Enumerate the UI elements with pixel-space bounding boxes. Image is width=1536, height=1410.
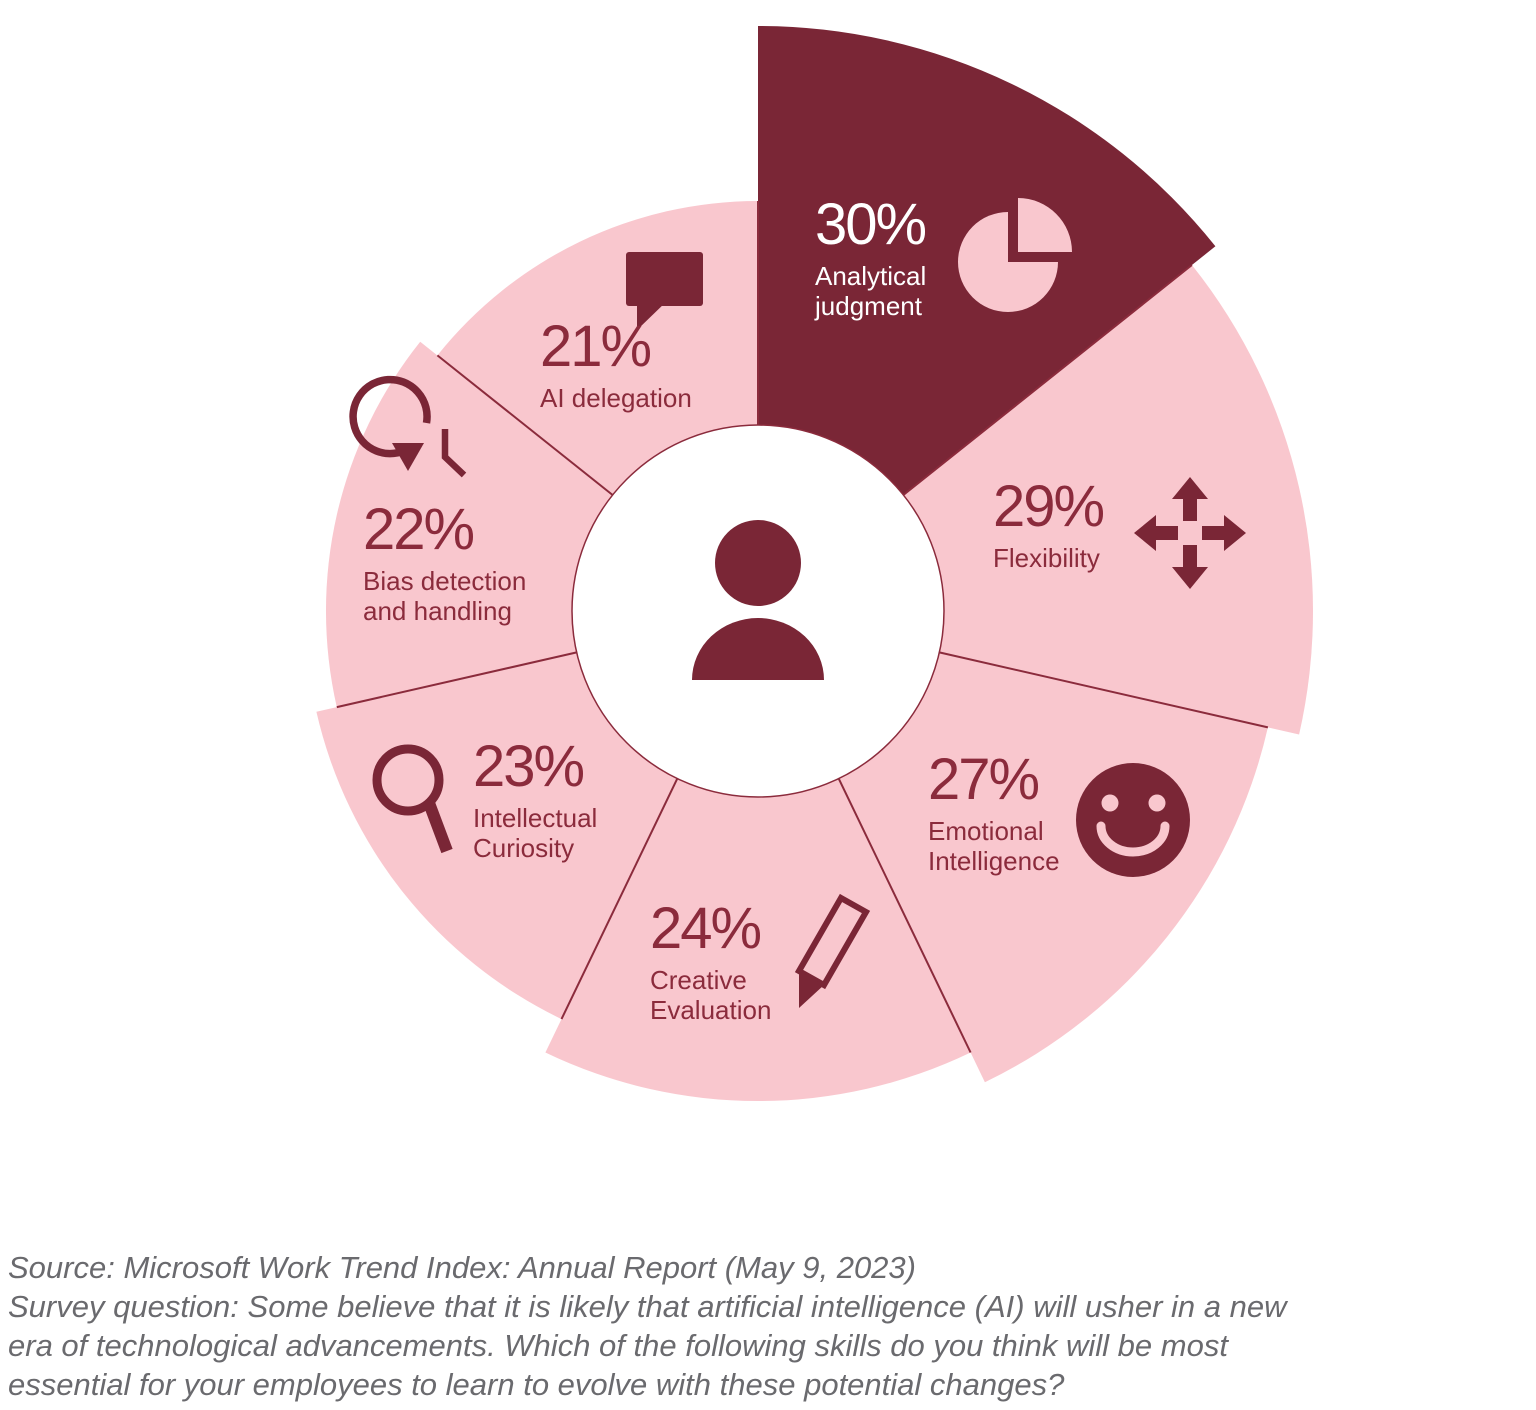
center-hub-circle [571,424,945,798]
pencil-icon [794,893,871,1008]
smiley-face-icon [1076,763,1190,877]
slice-percent: 22% [363,497,475,562]
source-note: Source: Microsoft Work Trend Index: Annu… [8,1248,1518,1404]
slice-name: Intellectual Curiosity [473,803,598,863]
slice-name: Analytical judgment [815,261,927,321]
slice-boundary [336,651,577,709]
slice-percent: 30% [815,192,927,257]
slice-percent: 29% [993,474,1105,539]
slice-boundary [837,778,972,1053]
survey-question-line: era of technological advancements. Which… [8,1328,1228,1363]
magnifying-glass-icon [372,744,453,854]
survey-question-line: essential for your employees to learn to… [8,1367,1065,1402]
slice-boundary [436,354,614,496]
slice-percent: 27% [928,747,1040,812]
slice-boundary [560,778,679,1020]
slice-label-bias-detection: 22% Bias detection and handling [363,497,527,627]
source-line: Source: Microsoft Work Trend Index: Annu… [8,1250,916,1285]
slice-label-flexibility: 29% Flexibility [993,474,1105,574]
slice-label-ai-delegation: 21% AI delegation [540,314,692,414]
wedge-3 [545,611,971,1102]
history-clock-icon [349,375,467,478]
person-icon [692,520,824,680]
slice-name: Bias detection and handling [363,566,527,626]
slice-percent: 24% [650,896,762,961]
slice-label-creative-evaluation: 24% Creative Evaluation [650,896,772,1026]
boundaries-layer [336,201,1269,1053]
slice-name: Emotional Intelligence [928,816,1060,876]
speech-bubble-icon [626,252,703,330]
slice-name: Creative Evaluation [650,965,772,1025]
survey-question-line: Survey question: Some believe that it is… [8,1289,1287,1324]
slice-label-analytical-judgment: 30% Analytical judgment [815,192,927,322]
slice-boundary [902,264,1193,496]
pie-chart-icon [958,198,1072,312]
slice-percent: 23% [473,734,585,799]
slice-label-intellectual-curiosity: 23% Intellectual Curiosity [473,734,598,864]
slice-boundary [939,651,1269,729]
slice-percent: 21% [540,314,652,379]
move-arrows-icon [1134,477,1246,589]
slice-name: AI delegation [540,383,692,413]
slice-label-emotional-intelligence: 27% Emotional Intelligence [928,747,1060,877]
slice-name: Flexibility [993,543,1100,573]
